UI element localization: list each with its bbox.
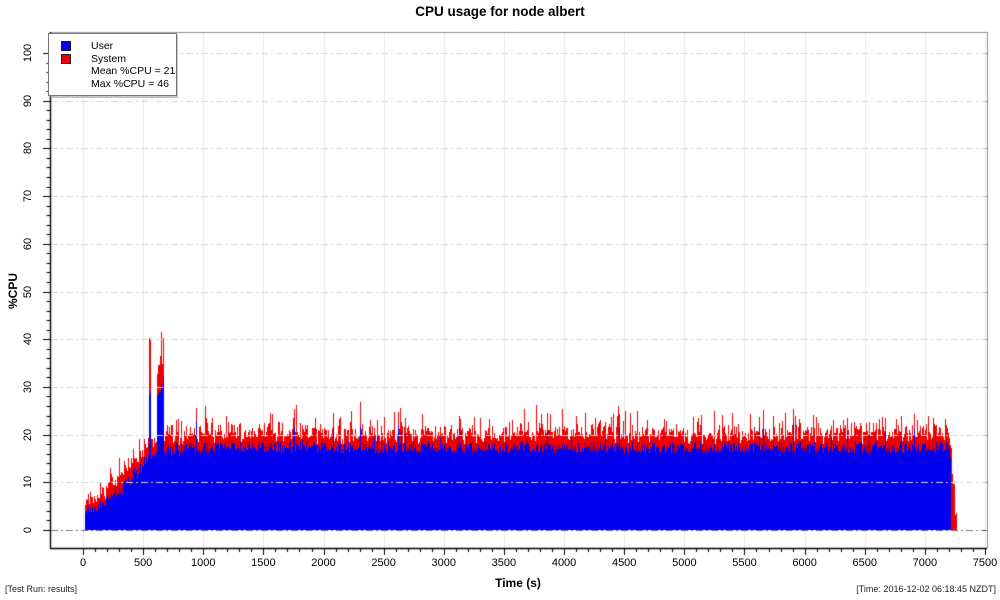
legend-annotations: Mean %CPU = 21 Max %CPU = 46: [49, 65, 176, 91]
x-tick-label: 4500: [611, 557, 637, 569]
x-tick-label: 500: [133, 557, 153, 569]
x-tick-label: 2000: [311, 557, 336, 569]
x-tick-label: 4000: [551, 557, 577, 569]
x-tick-label: 1000: [191, 557, 216, 569]
x-tick-label: 7000: [912, 557, 938, 569]
y-tick-label: 50: [22, 285, 34, 298]
y-tick-label: 80: [22, 142, 34, 155]
y-tick-label: 30: [22, 380, 34, 394]
legend-item-label: User: [91, 39, 114, 52]
y-tick-label: 0: [22, 526, 34, 534]
x-tick-label: 0: [79, 557, 87, 569]
x-tick-label: 5500: [732, 557, 757, 569]
legend-item: User: [49, 39, 176, 52]
legend-item-label: System: [91, 52, 127, 65]
legend-swatch-icon: [61, 53, 71, 64]
footer-test-run: [Test Run: results]: [5, 584, 78, 594]
legend-annotation: Max %CPU = 46: [91, 78, 169, 90]
legend-annotation: Mean %CPU = 21: [91, 65, 176, 77]
legend-box: User System Mean %CPU = 21 Max %CPU = 46: [48, 33, 177, 96]
x-tick-label: 2500: [371, 557, 396, 569]
x-tick-label: 1500: [251, 557, 276, 569]
y-tick-label: 70: [22, 189, 34, 203]
y-tick-label: 90: [22, 94, 34, 107]
x-axis-label: Time (s): [495, 576, 541, 590]
x-tick-label: 5000: [672, 557, 697, 569]
x-tick-label: 6000: [792, 557, 817, 569]
y-tick-label: 40: [22, 333, 34, 346]
y-tick-label: 20: [22, 428, 34, 441]
y-tick-label: 100: [22, 43, 34, 63]
legend-item: System: [49, 52, 176, 65]
y-tick-label: 10: [22, 476, 34, 489]
chart-title: CPU usage for node albert: [415, 4, 585, 19]
legend-items: User System: [49, 39, 176, 65]
y-axis-label: %CPU: [6, 272, 20, 310]
x-tick-label: 3500: [491, 557, 517, 569]
x-tick-label: 6500: [852, 557, 877, 569]
x-tick-label: 3000: [431, 557, 457, 569]
y-tick-label: 60: [22, 237, 34, 250]
footer-timestamp: [Time: 2016-12-02 06:18:45 NZDT]: [856, 584, 996, 594]
x-tick-label: 7500: [972, 557, 998, 569]
legend-swatch-icon: [61, 40, 71, 51]
